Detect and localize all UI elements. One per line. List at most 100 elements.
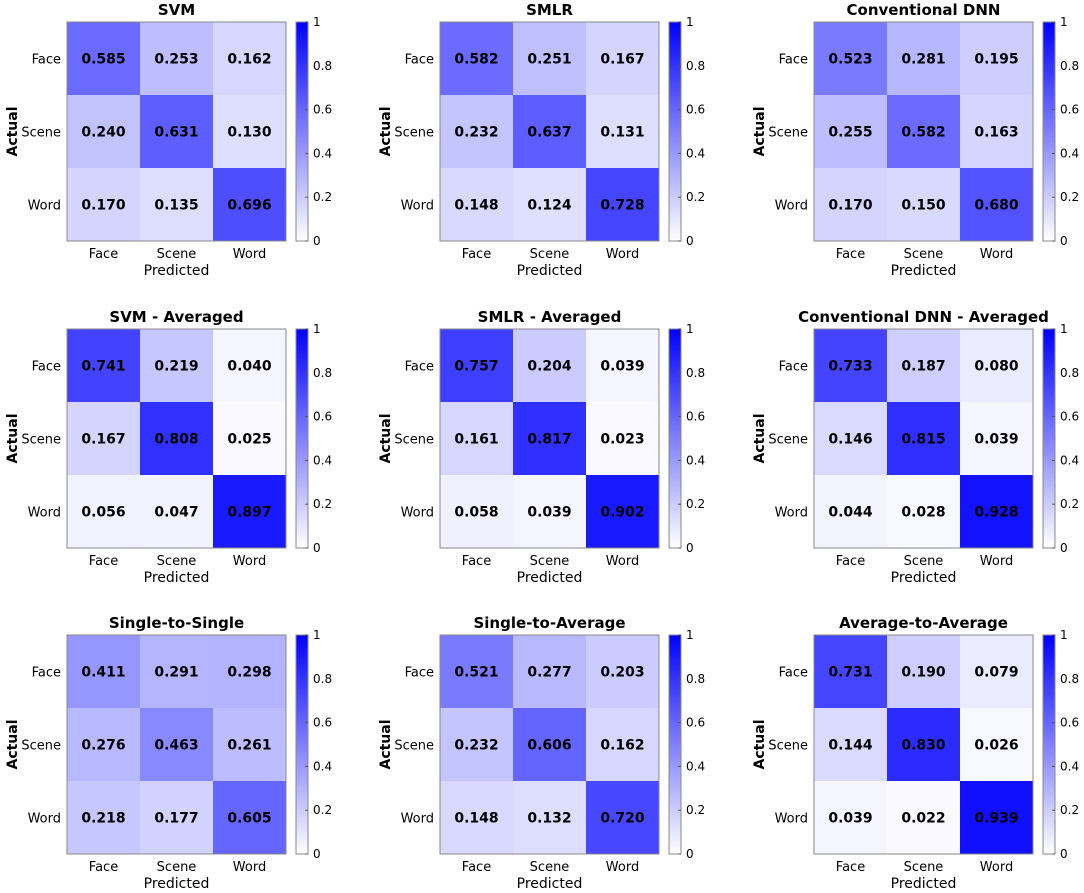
y-tick-label: Face — [779, 53, 808, 68]
cell-value-label: 0.190 — [901, 665, 946, 681]
heatmap-cell — [586, 708, 659, 781]
cell-value-label: 0.902 — [600, 505, 644, 521]
x-tick-label: Word — [606, 554, 639, 569]
x-axis-label: Predicted — [517, 263, 583, 279]
heatmap-panel: SMLR 0.582 0.251 0.167 0.232 0.637 0.131 0.148 0… — [378, 1, 705, 279]
y-tick-label: Face — [405, 666, 434, 681]
heatmap-panel: SVM - Averaged 0.741 0.219 0.040 0.167 0.808 0… — [5, 308, 332, 586]
colorbar-tick-label: 0.6 — [686, 103, 705, 117]
cell-value-label: 0.281 — [901, 52, 945, 68]
cell-value-label: 0.631 — [154, 125, 198, 141]
heatmap-cell — [213, 22, 286, 95]
heatmap-cell — [213, 475, 286, 548]
cell-value-label: 0.167 — [600, 52, 644, 68]
colorbar — [668, 21, 682, 242]
chart-title: Average-to-Average — [839, 614, 1008, 632]
colorbar — [1042, 328, 1056, 549]
cell-value-label: 0.022 — [901, 811, 945, 827]
heatmap-cell — [814, 475, 887, 548]
cell-value-label: 0.757 — [454, 359, 498, 375]
cell-value-label: 0.298 — [227, 665, 271, 681]
colorbar-tick-label: 0.8 — [1060, 672, 1079, 686]
heatmap-cell — [814, 95, 887, 168]
cell-value-label: 0.163 — [974, 125, 1018, 141]
plot-frame — [66, 328, 287, 549]
x-axis-label: Predicted — [891, 263, 957, 279]
heatmap-cell — [440, 402, 513, 475]
colorbar-tick-label: 0.8 — [686, 672, 705, 686]
cell-value-label: 0.023 — [600, 432, 644, 448]
colorbar-tick-label: 0.2 — [686, 803, 705, 817]
cell-value-label: 0.039 — [600, 359, 644, 375]
colorbar — [295, 634, 309, 855]
colorbar-tick-label: 0.2 — [1060, 497, 1079, 511]
heatmap-cell — [887, 708, 960, 781]
heatmap-cell — [213, 402, 286, 475]
x-tick-label: Face — [462, 860, 491, 875]
heatmap-cell — [140, 475, 213, 548]
cell-value-label: 0.897 — [227, 505, 271, 521]
y-tick-label: Face — [779, 666, 808, 681]
y-tick-label: Scene — [768, 739, 808, 754]
heatmap-cell — [960, 781, 1033, 854]
x-tick-label: Word — [606, 860, 639, 875]
x-tick-label: Word — [980, 247, 1013, 262]
x-tick-label: Scene — [157, 247, 197, 262]
x-tick-label: Word — [233, 554, 266, 569]
cell-value-label: 0.170 — [81, 198, 126, 214]
x-tick-label: Scene — [530, 860, 570, 875]
heatmap-cell — [513, 635, 586, 708]
heatmap-cell — [960, 475, 1033, 548]
colorbar-tick-label: 0.2 — [1060, 803, 1079, 817]
heatmap-cell — [67, 95, 140, 168]
colorbar-tick-label: 0.6 — [1060, 716, 1079, 730]
colorbar-tick-label: 0.8 — [313, 366, 332, 380]
colorbar-tick-label: 0.4 — [313, 759, 332, 773]
chart-title: SVM — [158, 1, 195, 19]
x-axis-label: Predicted — [144, 263, 210, 279]
cell-value-label: 0.240 — [81, 125, 126, 141]
heatmap-cell — [586, 95, 659, 168]
x-tick-label: Word — [233, 247, 266, 262]
heatmap-cell — [960, 329, 1033, 402]
cell-value-label: 0.939 — [974, 811, 1018, 827]
colorbar-tick-label: 0.6 — [686, 410, 705, 424]
heatmap-cell — [67, 781, 140, 854]
cell-value-label: 0.680 — [974, 198, 1019, 214]
heatmap-cell — [960, 708, 1033, 781]
x-tick-label: Face — [836, 860, 865, 875]
cell-value-label: 0.815 — [901, 432, 945, 448]
cell-value-label: 0.187 — [901, 359, 945, 375]
heatmap-panel: Conventional DNN 0.523 0.281 0.195 0.255 0.58… — [752, 1, 1079, 279]
y-tick-label: Face — [405, 53, 434, 68]
cell-value-label: 0.135 — [154, 198, 198, 214]
heatmap-cell — [67, 168, 140, 241]
heatmap-cell — [67, 22, 140, 95]
cell-value-label: 0.148 — [454, 198, 498, 214]
heatmap-cell — [887, 22, 960, 95]
colorbar — [295, 328, 309, 549]
cell-value-label: 0.521 — [454, 665, 498, 681]
x-tick-label: Word — [606, 247, 639, 262]
cell-value-label: 0.028 — [901, 505, 945, 521]
heatmap-cell — [586, 475, 659, 548]
cell-value-label: 0.605 — [227, 811, 271, 827]
y-tick-label: Scene — [394, 739, 434, 754]
colorbar-tick-label: 0 — [1060, 847, 1068, 861]
cell-value-label: 0.251 — [527, 52, 571, 68]
heatmap-panel: Single-to-Single 0.411 0.291 0.298 0.276 0.46… — [5, 614, 332, 892]
x-tick-label: Scene — [157, 860, 197, 875]
cell-value-label: 0.731 — [828, 665, 872, 681]
heatmap-cell — [513, 708, 586, 781]
y-tick-label: Scene — [21, 739, 61, 754]
colorbar-tick-label: 0.2 — [313, 497, 332, 511]
cell-value-label: 0.039 — [828, 811, 872, 827]
cell-value-label: 0.218 — [81, 811, 125, 827]
cell-value-label: 0.161 — [454, 432, 498, 448]
colorbar-tick-label: 0 — [313, 847, 321, 861]
heatmap-cell — [213, 708, 286, 781]
heatmap-cell — [67, 708, 140, 781]
heatmap-cell — [140, 635, 213, 708]
colorbar — [1042, 634, 1056, 855]
colorbar-tick-label: 0.8 — [686, 59, 705, 73]
